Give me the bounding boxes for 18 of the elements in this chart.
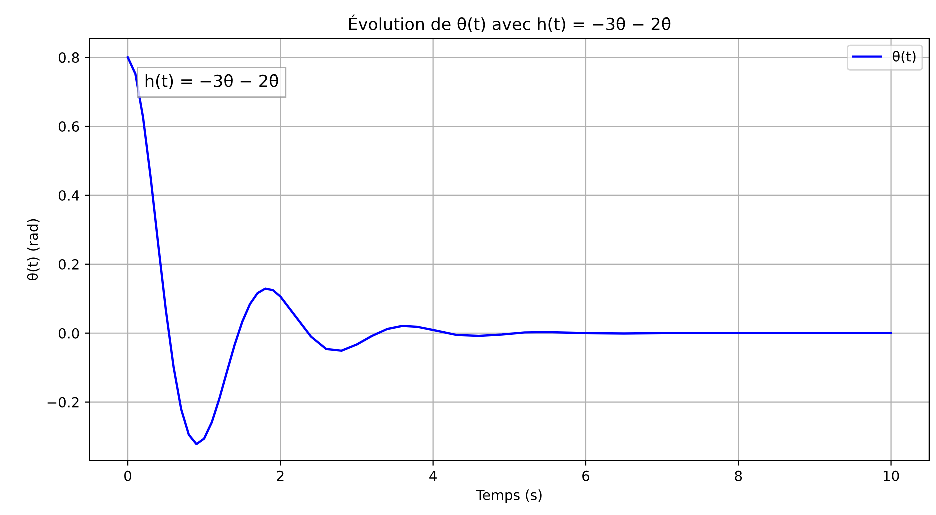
y-tick-label: 0.2 xyxy=(58,259,79,270)
legend-label: θ(t) xyxy=(892,51,916,64)
y-tick-label: 0.4 xyxy=(58,190,80,201)
y-axis-title: θ(t) (rad) xyxy=(27,219,40,281)
x-tick-label: 6 xyxy=(582,470,590,482)
annotation: h(t) = −3θ − 2θ̇ xyxy=(146,74,278,90)
y-tick-label: 0.6 xyxy=(58,122,80,132)
x-tick-label: 10 xyxy=(884,470,900,482)
y-tick-label: 0.0 xyxy=(58,328,80,339)
y-tick-label: −0.2 xyxy=(48,397,79,408)
x-tick-label: 2 xyxy=(277,470,284,482)
y-tick-label: 0.8 xyxy=(58,52,80,64)
x-tick-label: 0 xyxy=(124,470,132,482)
x-tick-label: 4 xyxy=(430,471,437,482)
chart-title: Évolution de θ(t) avec h(t) = −3θ − 2θ̇ xyxy=(349,14,671,32)
line-series xyxy=(126,56,892,446)
x-axis-title: Temps (s) xyxy=(476,490,542,504)
x-tick-label: 8 xyxy=(735,470,742,482)
